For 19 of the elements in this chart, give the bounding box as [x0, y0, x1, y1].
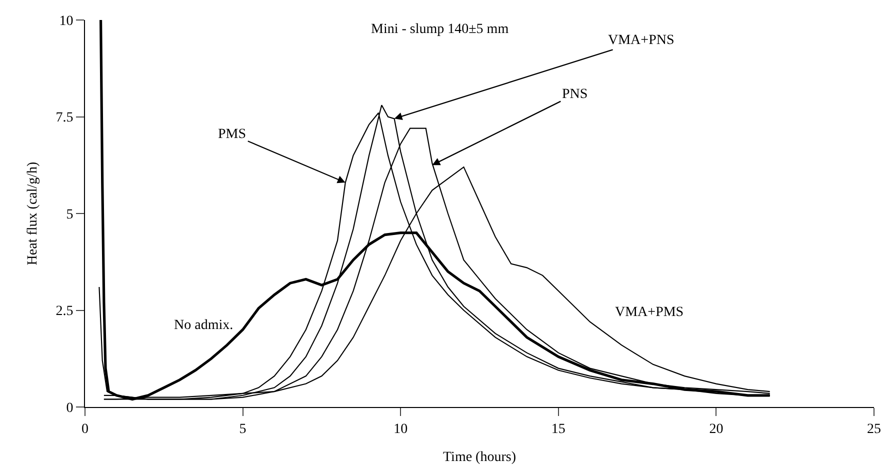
y-tick-label: 10: [59, 14, 74, 29]
annotation: VMA+PNS: [608, 33, 674, 48]
x-tick-label: 25: [867, 422, 881, 437]
y-tick-label: 7.5: [56, 110, 74, 126]
x-tick-label: 0: [82, 422, 88, 437]
y-tick-label: 0: [66, 400, 74, 416]
annotation: No admix.: [174, 318, 234, 333]
y-axis-title: Heat flux (cal/g/h): [25, 161, 40, 266]
x-tick-label: 15: [551, 422, 566, 437]
annotation: VMA+PMS: [615, 305, 684, 320]
x-tick-label: 5: [239, 422, 246, 437]
annotation: PNS: [562, 87, 588, 102]
chart-title: Mini - slump 140±5 mm: [371, 22, 509, 37]
annotation: PMS: [218, 127, 246, 142]
y-tick-label: 2.5: [56, 304, 74, 320]
x-axis-title: Time (hours): [443, 450, 516, 466]
x-tick-label: 10: [394, 422, 408, 437]
y-tick-label: 5: [66, 207, 74, 222]
x-tick-label: 20: [709, 422, 724, 437]
